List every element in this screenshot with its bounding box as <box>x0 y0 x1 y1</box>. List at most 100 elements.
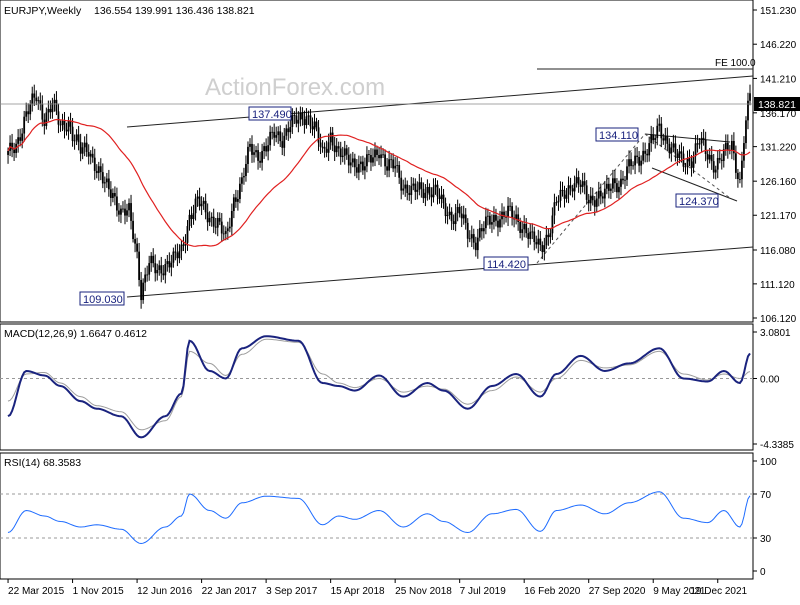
candle <box>747 92 749 130</box>
candle <box>491 214 493 233</box>
candle <box>630 152 632 175</box>
label-109030: 109.030 <box>83 294 123 306</box>
candle <box>430 187 433 207</box>
candle <box>628 150 630 174</box>
candle <box>624 175 626 190</box>
candle <box>507 197 509 227</box>
candle <box>541 241 544 260</box>
candle <box>335 138 338 157</box>
price-ytick-label: 106.120 <box>760 314 797 325</box>
candle <box>466 218 469 248</box>
candle <box>134 233 136 253</box>
candle <box>116 187 118 217</box>
candle <box>265 138 268 157</box>
candle <box>327 133 330 161</box>
candle <box>589 186 592 211</box>
candle <box>251 135 253 163</box>
candle <box>81 142 84 160</box>
candle <box>424 183 427 207</box>
candle <box>680 142 683 163</box>
candle <box>164 258 167 284</box>
candle <box>120 205 122 224</box>
candle <box>632 161 634 170</box>
candle <box>198 187 201 211</box>
candle <box>57 103 60 134</box>
candle <box>561 181 564 197</box>
candle <box>39 92 42 111</box>
candle <box>557 195 560 211</box>
candle <box>563 185 566 208</box>
candle <box>640 155 643 175</box>
candle <box>553 193 556 225</box>
fe-100-label: FE 100.0 <box>715 58 756 69</box>
candle <box>331 127 334 152</box>
candle <box>591 187 594 206</box>
candle <box>664 127 667 149</box>
candle <box>118 203 120 222</box>
candle <box>228 217 231 233</box>
candle <box>579 179 582 195</box>
candle <box>178 244 181 264</box>
candle <box>515 205 518 225</box>
macd-axis: 3.0801 0.00 -4.3385 <box>0 328 794 451</box>
price-ytick-label: 121.170 <box>760 211 797 222</box>
candle <box>384 149 386 175</box>
candle <box>716 150 719 179</box>
candle <box>662 133 665 145</box>
candle <box>107 169 110 197</box>
candle <box>595 191 598 212</box>
candle <box>37 96 40 110</box>
candle <box>114 186 116 206</box>
candle <box>283 127 286 157</box>
candle <box>486 208 489 226</box>
candle <box>690 154 693 177</box>
candle <box>222 225 225 241</box>
candle <box>408 185 411 201</box>
macd-panel-frame <box>0 323 754 451</box>
candle <box>634 147 636 175</box>
x-tick-label: 19 Dec 2021 <box>690 586 747 597</box>
candle <box>533 226 536 251</box>
candle <box>484 207 487 235</box>
candle <box>361 155 364 175</box>
candle <box>230 203 233 236</box>
candle <box>652 127 655 145</box>
candle <box>525 217 528 238</box>
candle <box>726 134 729 159</box>
candle <box>684 162 687 175</box>
candle <box>23 110 26 142</box>
candle <box>472 228 475 250</box>
candle <box>93 148 96 180</box>
candle <box>597 181 600 207</box>
rsi-line <box>7 491 751 545</box>
macd-ytick-label: -4.3385 <box>760 440 794 451</box>
candle <box>702 129 705 146</box>
candle <box>368 149 370 163</box>
candle <box>464 208 467 230</box>
candle <box>605 175 608 195</box>
candle <box>146 265 149 282</box>
candle <box>543 237 546 261</box>
candle <box>87 144 90 165</box>
candle <box>648 136 651 162</box>
candle <box>241 172 243 192</box>
candle <box>202 197 205 210</box>
candle <box>279 125 282 147</box>
candle <box>551 207 554 241</box>
candle <box>364 157 366 180</box>
candle <box>571 184 574 198</box>
candle <box>212 208 215 234</box>
candle <box>529 223 532 245</box>
candle <box>297 111 300 133</box>
candle <box>63 111 66 139</box>
candle <box>287 121 290 141</box>
candle <box>309 109 312 134</box>
candle <box>444 197 447 224</box>
candle <box>73 134 76 150</box>
x-tick-label: 22 Mar 2015 <box>8 586 65 597</box>
rsi-ytick-label: 30 <box>760 534 772 545</box>
candle <box>136 237 138 259</box>
x-tick-label: 16 Feb 2020 <box>524 586 581 597</box>
candle <box>732 132 735 161</box>
candle <box>426 179 429 201</box>
